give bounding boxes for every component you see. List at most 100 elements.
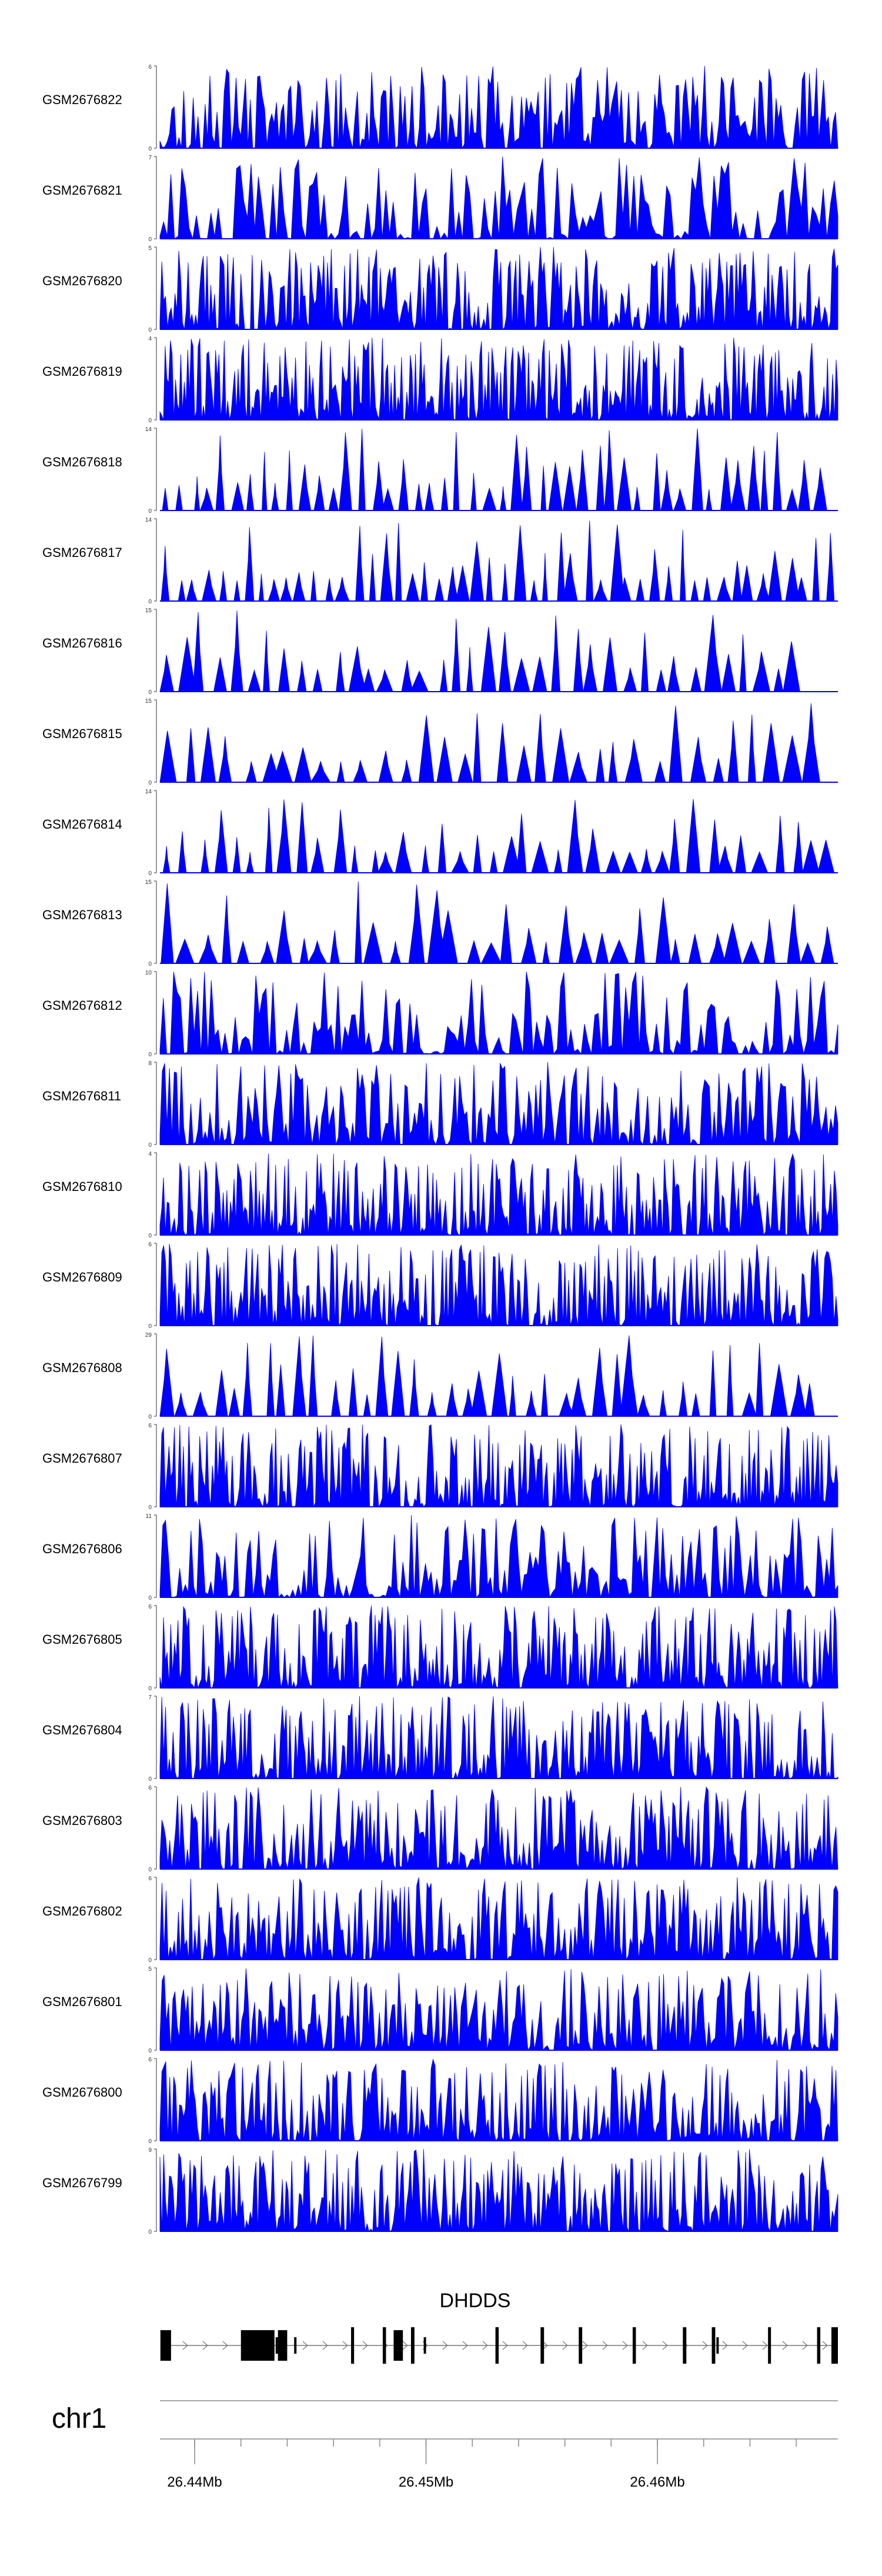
strand-arrow [622,2341,628,2350]
track-label: GSM2676821 [42,183,122,198]
y-axis-min-label: 0 [148,1867,152,1873]
strand-arrow [702,2341,708,2350]
strand-arrow [322,2341,328,2350]
strand-arrow [442,2341,448,2350]
strand-arrow [782,2341,788,2350]
coverage-area-GSM2676805 [159,1606,838,1689]
y-axis-max-label: 14 [145,517,152,523]
y-axis-max-label: 14 [145,426,152,433]
coverage-area-GSM2676815 [159,703,821,783]
coverage-area-GSM2676809 [159,1243,838,1327]
strand-arrow [742,2341,748,2350]
coverage-area-GSM2676819 [159,338,838,421]
strand-arrow [802,2341,808,2350]
strand-arrow [662,2341,668,2350]
track-label: GSM2676810 [42,1179,122,1194]
coverage-area-GSM2676810 [159,1153,838,1236]
exon-minor-3 [423,2337,426,2354]
strand-arrow [762,2341,768,2350]
coverage-area-GSM2676817 [160,520,838,602]
y-axis-min-label: 0 [148,1052,152,1058]
y-axis-min-label: 0 [148,2048,152,2054]
track-label: GSM2676799 [42,2175,122,2190]
track-label: GSM2676800 [42,2085,122,2100]
y-axis-max-label: 5 [148,1966,152,1973]
track-label: GSM2676812 [42,998,122,1013]
y-axis-min-label: 0 [148,1323,152,1330]
coverage-area-GSM2676800 [159,2058,838,2142]
genome-axis-tick-label: 26.45Mb [399,2474,453,2490]
coverage-area-GSM2676813 [160,881,838,964]
exon-12 [683,2327,687,2364]
y-axis-min-label: 0 [148,1233,152,1239]
track-label: GSM2676818 [42,455,122,469]
y-axis-max-label: 10 [145,970,152,976]
track-label: GSM2676814 [42,817,122,832]
y-axis-min-label: 0 [148,146,152,152]
y-axis-min-label: 0 [148,1776,152,1783]
coverage-area-GSM2676808 [159,1335,821,1417]
track-label: GSM2676813 [42,907,122,922]
strand-arrow [202,2341,208,2350]
coverage-area-GSM2676820 [159,247,838,331]
y-axis-max-label: 15 [145,879,152,886]
track-label: GSM2676809 [42,1270,122,1284]
y-axis-max-label: 7 [148,155,152,161]
strand-arrow [522,2341,528,2350]
track-label: GSM2676816 [42,636,122,650]
y-axis-max-label: 11 [146,1513,152,1520]
track-label: GSM2676819 [42,364,122,379]
track-label: GSM2676808 [42,1360,122,1375]
exon-9 [540,2327,544,2364]
y-axis-max-label: 15 [145,698,152,705]
strand-arrow [642,2341,648,2350]
y-axis-max-label: 9 [148,2147,152,2154]
coverage-area-GSM2676818 [160,428,828,511]
y-axis-min-label: 0 [148,1686,152,1692]
y-axis-max-label: 14 [145,789,152,795]
coverage-area-GSM2676821 [159,156,838,240]
coverage-area-GSM2676806 [159,1515,838,1599]
coverage-area-GSM2676801 [159,1968,838,2051]
exon-4 [351,2327,355,2364]
coverage-area-GSM2676807 [159,1424,838,1508]
y-axis-max-label: 5 [148,245,152,252]
exon-minor-1 [275,2337,278,2354]
track-label: GSM2676807 [42,1451,122,1466]
strand-arrow [482,2341,488,2350]
exon-15 [817,2327,821,2364]
strand-arrow [462,2341,468,2350]
y-axis-min-label: 0 [148,418,152,424]
strand-arrow [342,2341,348,2350]
y-axis-min-label: 0 [148,1504,152,1511]
y-axis-min-label: 0 [148,236,152,243]
y-axis-min-label: 0 [148,327,152,333]
track-label: GSM2676804 [42,1723,122,1737]
y-axis-max-label: 4 [148,1151,152,1157]
y-axis-min-label: 0 [148,870,152,877]
y-axis-min-label: 0 [148,599,152,605]
track-label: GSM2676803 [42,1813,122,1828]
coverage-area-GSM2676802 [159,1877,838,1961]
exon-1 [160,2330,171,2361]
y-axis-max-label: 7 [148,1694,152,1701]
strand-arrow [722,2341,728,2350]
exon-minor-2 [294,2337,297,2354]
exon-5 [382,2327,386,2364]
y-axis-max-label: 6 [148,2057,152,2063]
y-axis-max-label: 15 [145,608,152,614]
track-label: GSM2676811 [42,1089,121,1103]
exon-7 [410,2327,415,2364]
exon-16 [831,2327,838,2364]
coverage-area-GSM2676816 [159,610,804,692]
y-axis-min-label: 0 [148,1142,152,1149]
strand-arrow [302,2341,308,2350]
y-axis-max-label: 8 [148,1060,152,1067]
y-axis-min-label: 0 [148,1957,152,1964]
strand-arrow [402,2341,408,2350]
y-axis-max-label: 6 [148,1423,152,1429]
genome-axis-tick-label: 26.46Mb [630,2474,684,2490]
y-axis-min-label: 0 [148,961,152,967]
y-axis-min-label: 0 [148,2229,152,2235]
